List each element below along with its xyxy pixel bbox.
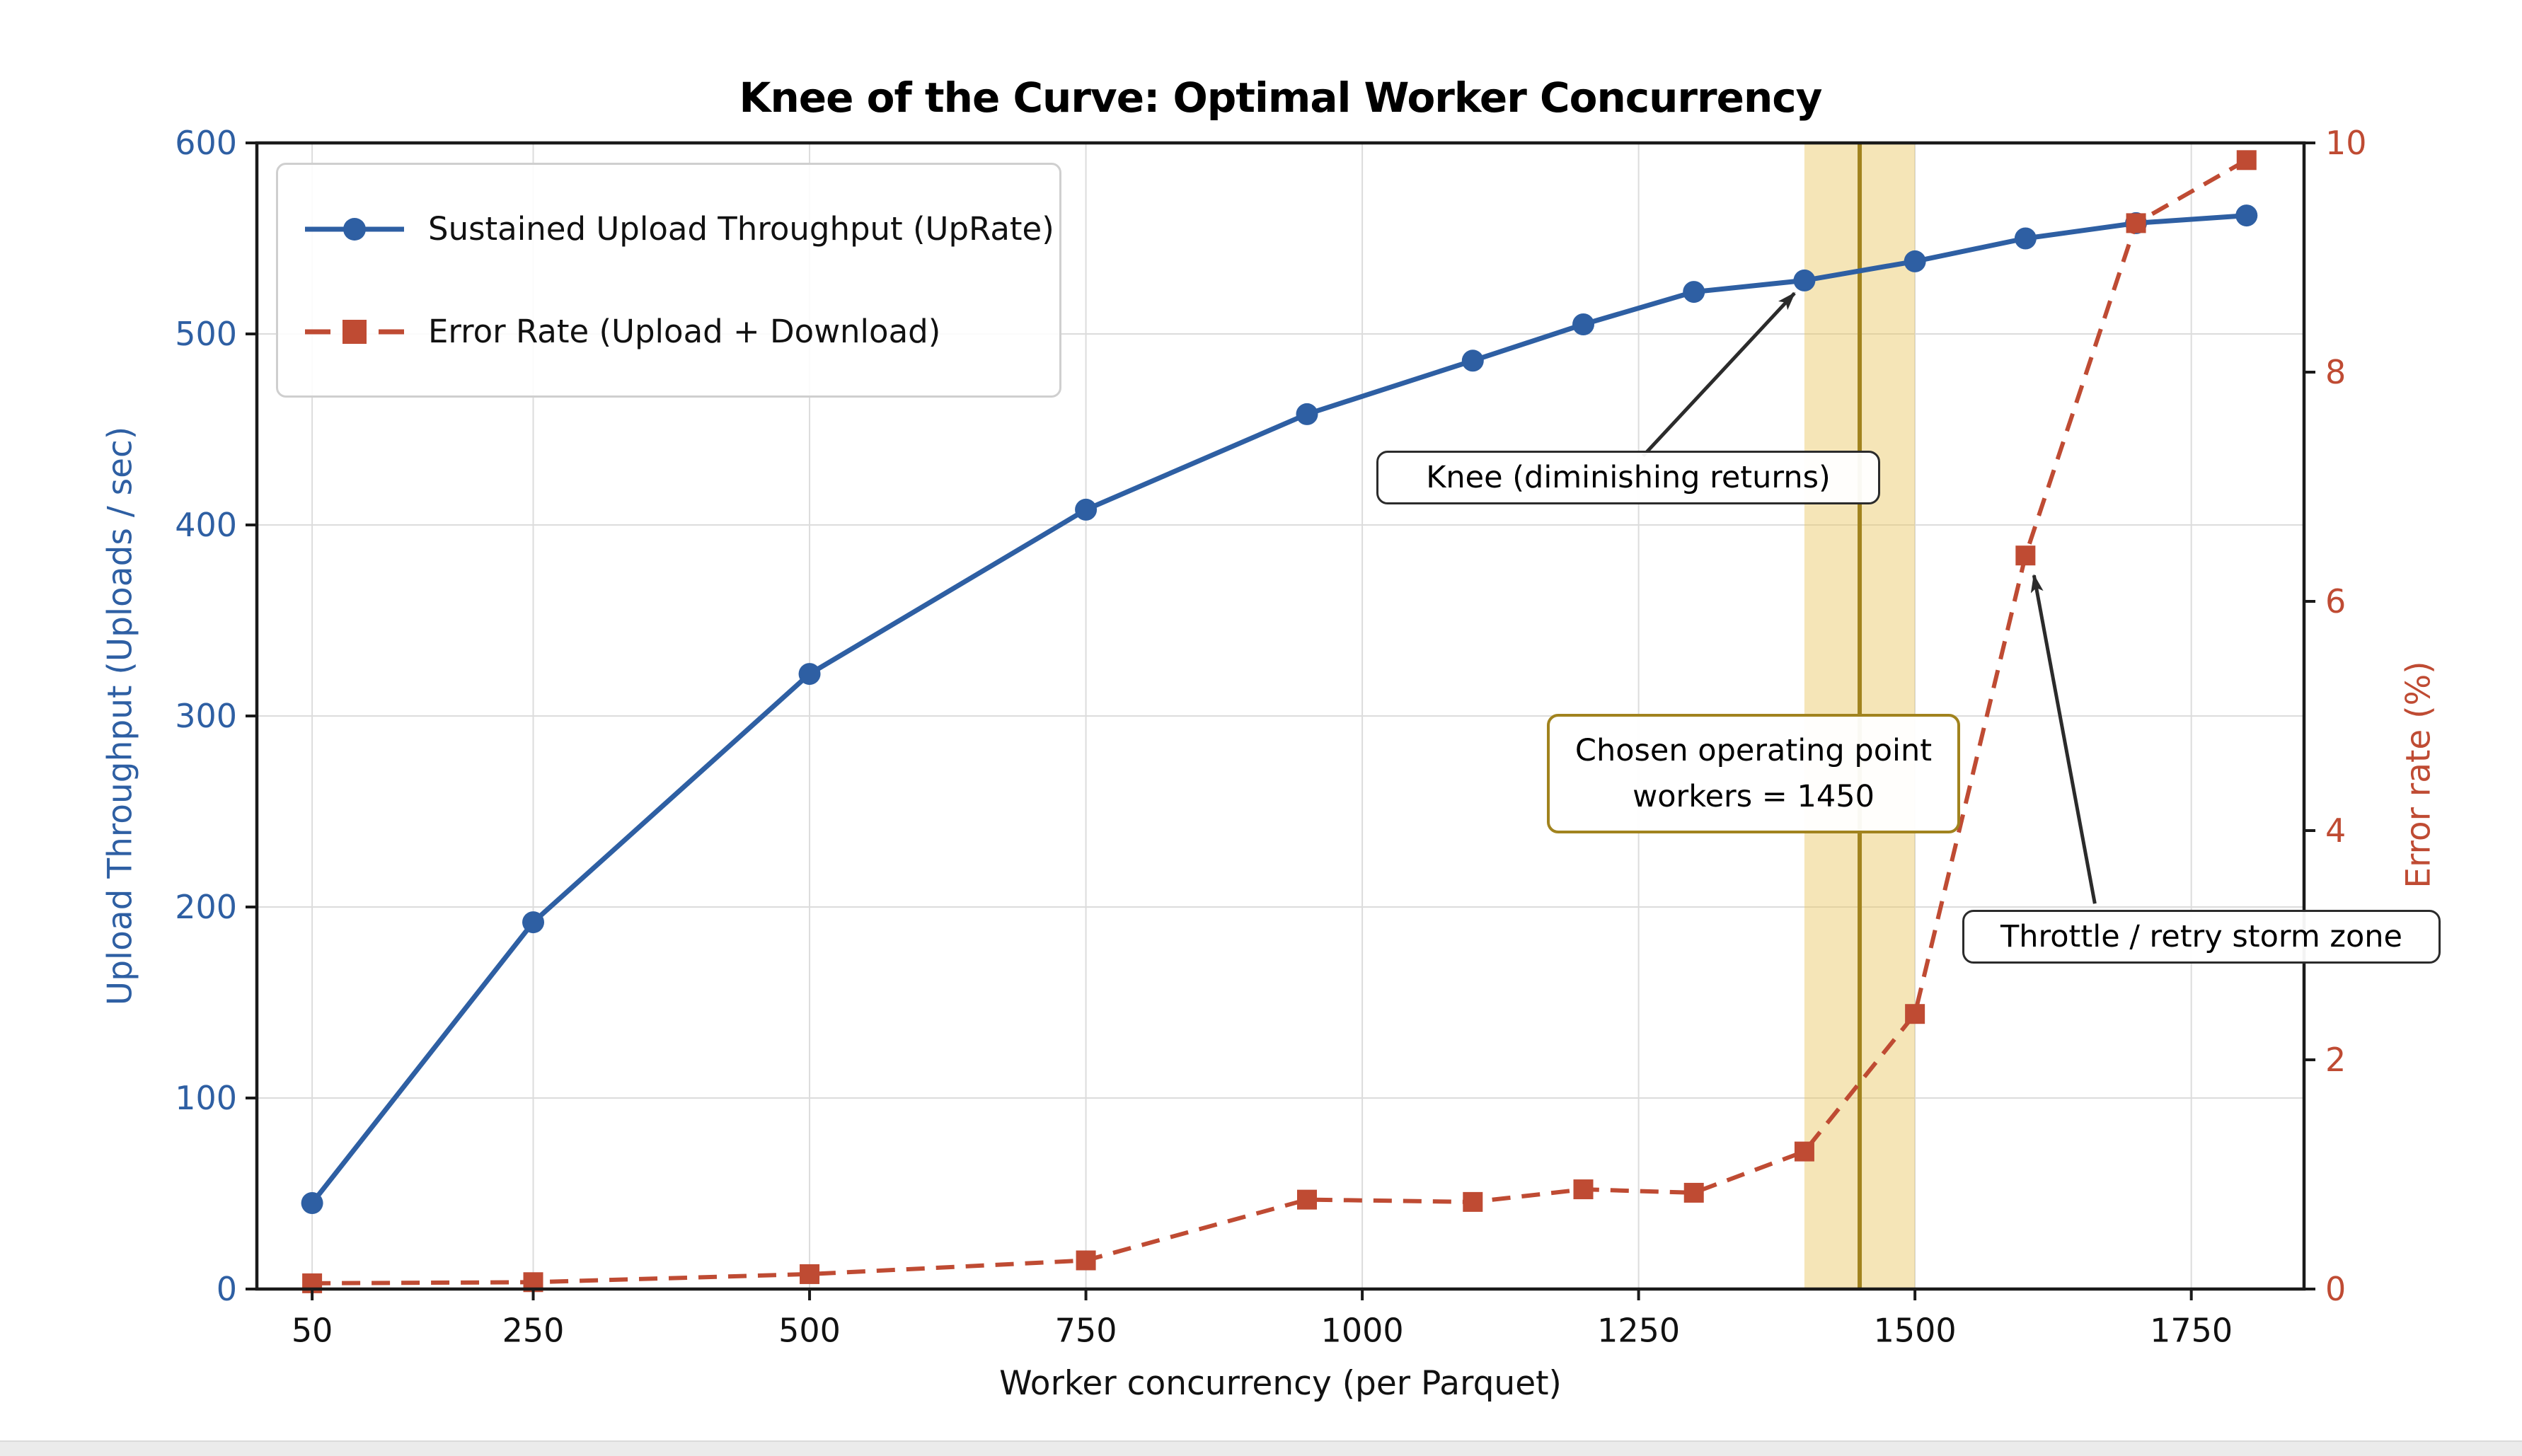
left-tick-label: 0 xyxy=(217,1270,237,1308)
throughput-point xyxy=(1683,281,1705,304)
annotation-chosen-line1: Chosen operating point xyxy=(1574,733,1933,768)
error-rate-point xyxy=(1296,1189,1317,1210)
throughput-point xyxy=(522,911,545,934)
error-rate-point xyxy=(2015,545,2036,566)
annotation-chosen-line2: workers = 1450 xyxy=(1633,778,1875,814)
right-tick-label: 2 xyxy=(2325,1041,2346,1079)
throughput-point xyxy=(1793,269,1816,291)
x-tick-label: 1500 xyxy=(1874,1311,1957,1349)
error-rate-point xyxy=(1683,1182,1704,1203)
left-tick-label: 300 xyxy=(175,697,237,735)
annotation-knee-text: Knee (diminishing returns) xyxy=(1426,460,1831,495)
error-rate-point xyxy=(1573,1179,1594,1200)
throughput-point xyxy=(798,663,821,686)
knee-arrow xyxy=(1642,291,1796,458)
left-tick-label: 500 xyxy=(175,315,237,353)
error-rate-point xyxy=(800,1264,820,1284)
legend-label: Sustained Upload Throughput (UpRate) xyxy=(428,210,1054,248)
left-tick-label: 600 xyxy=(175,124,237,162)
legend-label: Error Rate (Upload + Download) xyxy=(428,313,941,350)
legend-item-error-rate: Error Rate (Upload + Download) xyxy=(305,313,1045,350)
legend-sample-line-circle-icon xyxy=(305,216,404,242)
legend-sample-dash-square-icon xyxy=(305,319,404,345)
left-tick-label: 100 xyxy=(175,1079,237,1117)
annotation-chosen-operating-point: Chosen operating point workers = 1450 xyxy=(1547,714,1960,833)
right-tick-label: 10 xyxy=(2325,124,2367,162)
error-rate-point xyxy=(2236,150,2257,171)
annotation-throttle-text: Throttle / retry storm zone xyxy=(2000,919,2402,954)
throughput-point xyxy=(1572,313,1595,335)
right-tick-label: 0 xyxy=(2325,1270,2346,1308)
x-tick-label: 250 xyxy=(502,1311,565,1349)
error-rate-point xyxy=(1905,1004,1925,1024)
x-tick-label: 750 xyxy=(1055,1311,1117,1349)
error-rate-point xyxy=(1794,1141,1814,1162)
annotation-knee: Knee (diminishing returns) xyxy=(1376,451,1880,504)
throttle-arrow xyxy=(2030,574,2097,904)
error-rate-point xyxy=(2126,213,2146,233)
throughput-point xyxy=(1904,250,1926,272)
throughput-point xyxy=(301,1192,323,1214)
right-y-axis-label: Error rate (%) xyxy=(2399,661,2438,889)
throughput-point xyxy=(2014,227,2037,250)
throughput-point xyxy=(2235,204,2258,227)
x-tick-label: 500 xyxy=(778,1311,841,1349)
legend: Sustained Upload Throughput (UpRate) Err… xyxy=(276,163,1061,398)
throughput-point xyxy=(1461,349,1484,372)
annotation-throttle-zone: Throttle / retry storm zone xyxy=(1962,910,2441,964)
error-rate-point xyxy=(1076,1250,1096,1271)
left-y-axis-label: Upload Throughput (Uploads / sec) xyxy=(100,426,140,1006)
legend-item-throughput: Sustained Upload Throughput (UpRate) xyxy=(305,210,1054,248)
window-bottom-strip xyxy=(0,1440,2522,1456)
x-tick-label: 1000 xyxy=(1321,1311,1404,1349)
throughput-point xyxy=(1075,498,1098,521)
right-tick-label: 8 xyxy=(2325,353,2346,391)
x-tick-label: 1750 xyxy=(2150,1311,2233,1349)
left-tick-label: 200 xyxy=(175,888,237,926)
right-tick-label: 6 xyxy=(2325,582,2346,620)
throughput-point xyxy=(1296,403,1318,425)
error-rate-point xyxy=(1463,1191,1483,1212)
x-tick-label: 1250 xyxy=(1597,1311,1680,1349)
chart-title: Knee of the Curve: Optimal Worker Concur… xyxy=(739,74,1823,122)
x-axis-label: Worker concurrency (per Parquet) xyxy=(999,1364,1562,1403)
left-tick-label: 400 xyxy=(175,506,237,544)
right-tick-label: 4 xyxy=(2325,811,2346,850)
x-tick-label: 50 xyxy=(292,1311,333,1349)
